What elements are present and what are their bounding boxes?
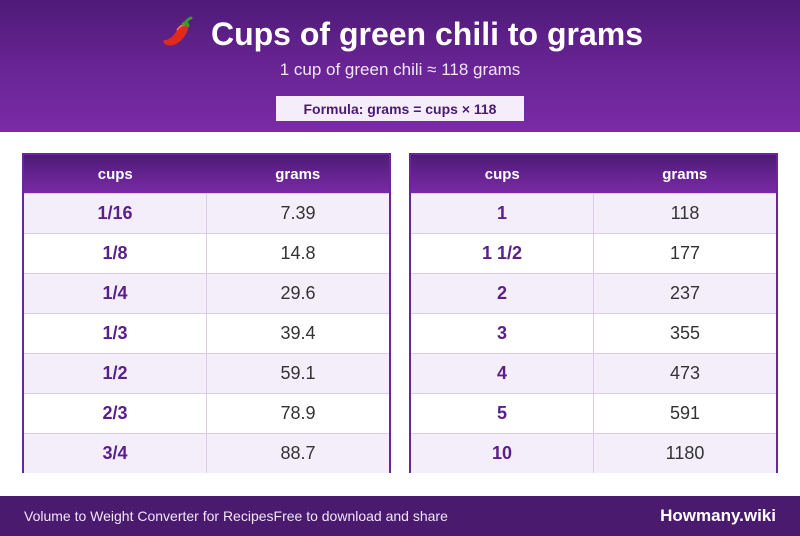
column-header-grams: grams — [275, 165, 321, 183]
cups-cell: 5 — [411, 394, 594, 433]
table-body: 1 118 1 1/2 177 2 237 3 355 4 473 5 591 … — [411, 193, 776, 473]
table-row: 1/2 59.1 — [24, 353, 389, 393]
page-title: Cups of green chili to grams — [0, 14, 800, 54]
grams-cell: 29.6 — [280, 283, 316, 303]
grams-cell: 14.8 — [280, 243, 316, 263]
footer-brand[interactable]: Howmany.wiki — [660, 506, 776, 525]
table-row: 1 1/2 177 — [411, 233, 776, 273]
table-row: 1/16 7.39 — [24, 193, 389, 233]
table-row: 3/4 88.7 — [24, 433, 389, 473]
grams-cell: 177 — [669, 243, 701, 263]
cups-cell: 2 — [411, 274, 594, 313]
grams-cell: 7.39 — [280, 203, 316, 223]
grams-cell: 59.1 — [280, 363, 316, 383]
table-row: 1/4 29.6 — [24, 273, 389, 313]
cups-cell: 1/16 — [24, 194, 207, 233]
conversion-table-right: cups grams 1 118 1 1/2 177 2 237 3 355 4… — [409, 153, 778, 473]
cups-cell: 2/3 — [24, 394, 207, 433]
table-row: 2 237 — [411, 273, 776, 313]
table-row: 2/3 78.9 — [24, 393, 389, 433]
grams-cell: 473 — [669, 363, 701, 383]
grams-cell: 591 — [669, 403, 701, 423]
table-body: 1/16 7.39 1/8 14.8 1/4 29.6 1/3 39.4 1/2… — [24, 193, 389, 473]
title-text: Cups of green chili to grams — [210, 15, 644, 52]
column-header-cups: cups — [484, 165, 520, 183]
subtitle: 1 cup of green chili ≈ 118 grams — [279, 60, 521, 79]
table-row: 10 1180 — [411, 433, 776, 473]
footer-tagline: Volume to Weight Converter for RecipesFr… — [24, 508, 448, 524]
table-row: 3 355 — [411, 313, 776, 353]
formula-badge: Formula: grams = cups × 118 — [276, 96, 524, 121]
chili-pepper-icon — [163, 16, 193, 46]
table-row: 1/3 39.4 — [24, 313, 389, 353]
table-row: 1 118 — [411, 193, 776, 233]
grams-cell: 88.7 — [280, 443, 316, 463]
cups-cell: 10 — [411, 434, 594, 473]
grams-cell: 118 — [670, 203, 700, 223]
cups-cell: 4 — [411, 354, 594, 393]
grams-cell: 39.4 — [280, 323, 316, 343]
column-header-grams: grams — [662, 165, 708, 183]
footer-bar: Volume to Weight Converter for RecipesFr… — [0, 496, 800, 536]
table-header: cups grams — [411, 155, 776, 193]
cups-cell: 1/8 — [24, 234, 207, 273]
grams-cell: 78.9 — [280, 403, 316, 423]
cups-cell: 1/3 — [24, 314, 207, 353]
conversion-table-left: cups grams 1/16 7.39 1/8 14.8 1/4 29.6 1… — [22, 153, 391, 473]
table-row: 4 473 — [411, 353, 776, 393]
cups-cell: 3 — [411, 314, 594, 353]
header-banner: Cups of green chili to grams 1 cup of gr… — [0, 0, 800, 132]
table-row: 5 591 — [411, 393, 776, 433]
grams-cell: 1180 — [665, 443, 705, 463]
column-header-cups: cups — [97, 165, 133, 183]
cups-cell: 1/4 — [24, 274, 207, 313]
cups-cell: 1/2 — [24, 354, 207, 393]
grams-cell: 237 — [669, 283, 701, 303]
cups-cell: 3/4 — [24, 434, 207, 473]
grams-cell: 355 — [669, 323, 701, 343]
table-row: 1/8 14.8 — [24, 233, 389, 273]
table-header: cups grams — [24, 155, 389, 193]
cups-cell: 1 — [411, 194, 594, 233]
cups-cell: 1 1/2 — [411, 234, 594, 273]
